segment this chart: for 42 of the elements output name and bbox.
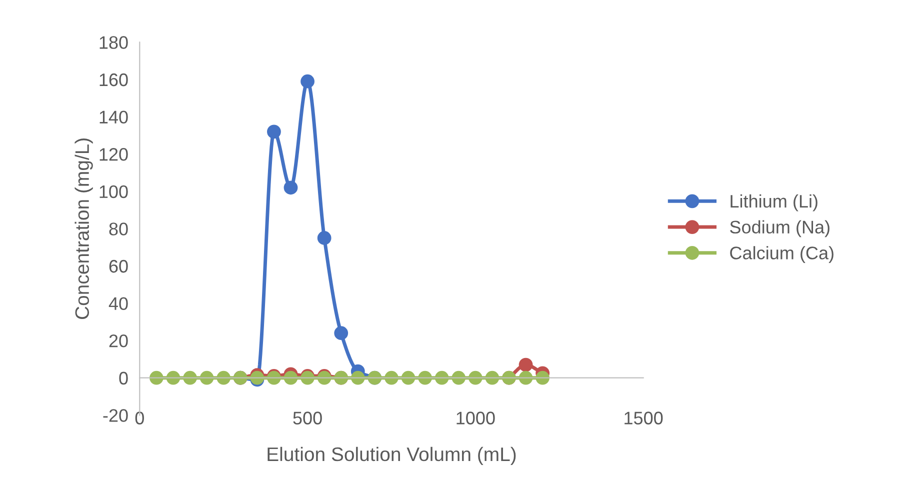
y-tick-label: -20	[103, 409, 128, 422]
y-tick-label: 140	[100, 110, 128, 124]
y-tick-label: 40	[108, 297, 128, 310]
point	[485, 370, 500, 385]
point	[183, 370, 197, 385]
x-tick-label: 500	[293, 412, 322, 424]
x-tick-label: 1500	[624, 412, 663, 424]
y-tick-label: 0	[119, 372, 128, 385]
point	[384, 370, 398, 385]
point	[150, 370, 164, 385]
point	[284, 180, 298, 195]
y-tick-label: 180	[100, 36, 128, 49]
x-tick-label: 1000	[456, 412, 495, 424]
point	[536, 370, 550, 385]
point	[418, 370, 432, 385]
y-axis-title: Concentration (mg/L)	[74, 138, 93, 320]
point	[518, 370, 533, 385]
point	[284, 370, 298, 385]
point	[350, 370, 365, 385]
point	[300, 74, 314, 88]
legend-label: Lithium (Li)	[730, 194, 818, 212]
point	[200, 370, 214, 385]
y-tick-label: 80	[109, 222, 128, 236]
y-tick-label: 20	[109, 334, 128, 348]
y-tick-label: 120	[100, 148, 128, 161]
point	[317, 231, 332, 245]
point	[452, 370, 466, 385]
point	[216, 370, 231, 385]
y-tick-label: 100	[100, 185, 128, 198]
y-tick-label: 60	[109, 260, 128, 273]
point	[166, 370, 180, 385]
y-tick-label: 160	[100, 73, 128, 86]
point	[267, 124, 281, 139]
x-tick-label: 0	[135, 412, 144, 424]
legend-label: Sodium (Na)	[730, 220, 830, 238]
point	[334, 326, 348, 340]
point	[468, 370, 482, 385]
point	[401, 370, 416, 385]
legend-label: Calcium (Ca)	[730, 246, 834, 263]
x-axis-title: Elution Solution Volumn (mL)	[268, 446, 516, 465]
point	[434, 370, 449, 385]
point	[518, 358, 533, 372]
